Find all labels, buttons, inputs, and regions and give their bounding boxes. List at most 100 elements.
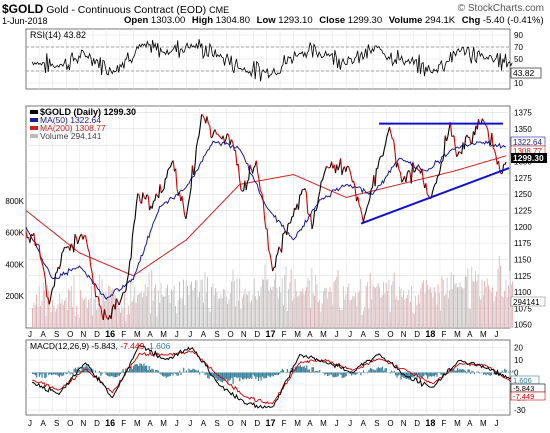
macd-histogram-bar [472, 371, 474, 373]
volume-bar [385, 282, 387, 328]
volume-bar [471, 266, 473, 328]
volume-bar [413, 313, 415, 328]
volume-bar [169, 302, 171, 328]
price-segment [337, 165, 340, 171]
volume-bar [224, 289, 226, 328]
volume-bar [312, 293, 314, 328]
macd-histogram-bar [251, 372, 253, 379]
volume-bar [377, 283, 379, 328]
macd-histogram-bar [78, 369, 81, 373]
month-tick-label: F [282, 419, 287, 428]
price-segment [398, 169, 401, 173]
macd-histogram-bar [62, 372, 65, 376]
macd-histogram-bar [275, 372, 277, 375]
price-segment [210, 136, 213, 139]
price-segment [277, 246, 280, 254]
volume-bar [108, 285, 110, 328]
macd-histogram-bar [173, 372, 175, 374]
volume-bar [428, 289, 430, 328]
price-segment [187, 195, 191, 204]
macd-histogram-bar [311, 367, 313, 373]
month-tick-label: J [494, 330, 498, 339]
price-segment [262, 199, 266, 218]
volume-bar [509, 270, 511, 328]
price-segment [304, 188, 307, 194]
month-tick-label: A [361, 419, 367, 428]
volume-bar [408, 289, 410, 328]
month-tick-label: A [147, 330, 153, 339]
month-tick-label: 16 [105, 418, 115, 428]
volume-bar [325, 288, 327, 328]
volume-bar [319, 299, 320, 328]
price-segment [64, 246, 67, 249]
volume-bar [185, 280, 187, 328]
volume-bar [416, 304, 418, 328]
macd-histogram-bar [417, 372, 419, 376]
price-segment [360, 208, 363, 215]
price-segment [248, 164, 251, 180]
volume-bar [229, 293, 231, 328]
volume-bar [60, 303, 62, 328]
price-segment [160, 190, 164, 194]
volume-bar [298, 295, 300, 328]
month-tick-label: M [160, 330, 167, 339]
price-segment [138, 194, 141, 203]
macd-histogram-bar [133, 365, 135, 373]
macd-histogram-bar [326, 372, 329, 377]
volume-bar [240, 309, 242, 328]
volume-bar [265, 280, 267, 328]
volume-bar [70, 286, 72, 328]
price-segment [405, 173, 408, 183]
month-tick-label: O [387, 330, 393, 339]
month-tick-label: M [320, 419, 327, 428]
price-segment [323, 170, 326, 176]
volume-bar [176, 313, 178, 328]
price-segment [481, 118, 485, 122]
price-segment [447, 128, 450, 137]
macd-histogram-bar [462, 368, 464, 373]
price-segment [53, 273, 57, 287]
price-segment [275, 253, 279, 257]
legend-price: $GOLD (Daily) 1299.30 [40, 107, 136, 117]
volume-bar [355, 292, 356, 328]
price-segment [92, 281, 95, 284]
price-segment [85, 235, 88, 243]
price-segment [461, 142, 464, 155]
volume-bar [384, 293, 386, 328]
macd-histogram-bar [130, 365, 132, 373]
volume-bar [173, 285, 175, 328]
volume-bar [389, 311, 391, 328]
volume-bar [429, 287, 431, 328]
macd-histogram-bar [308, 369, 310, 373]
volume-bar [201, 279, 203, 328]
volume-bar [163, 296, 164, 328]
month-tick-label: N [241, 419, 247, 428]
volume-value-tag: 294141 [510, 296, 546, 307]
volume-bar [337, 270, 339, 328]
volume-bar [399, 286, 400, 328]
price-segment [380, 155, 382, 158]
volume-bar [486, 278, 488, 328]
volume-bar [85, 296, 87, 328]
macd-histogram-bar [399, 372, 401, 375]
month-tick-label: S [374, 330, 379, 339]
macd-histogram-bar [160, 372, 162, 375]
price-segment [297, 194, 301, 210]
price-segment [431, 187, 435, 193]
volume-bar [269, 286, 271, 328]
macd-histogram-bar [272, 372, 274, 377]
volume-bar [353, 296, 355, 328]
macd-histogram-bar [260, 372, 262, 381]
volume-bar [245, 294, 247, 328]
volume-bar [498, 256, 500, 328]
macd-histogram-bar [360, 372, 362, 376]
macd-histogram-bar [435, 372, 437, 375]
volume-bar [405, 298, 407, 328]
volume-bar [279, 286, 280, 328]
volume-bar [284, 275, 286, 328]
price-segment [239, 179, 242, 190]
price-segment [181, 196, 184, 206]
month-tick-label: O [387, 419, 393, 428]
macd-signal-value-tag: -7.449 [510, 391, 546, 401]
volume-bar [227, 303, 229, 328]
